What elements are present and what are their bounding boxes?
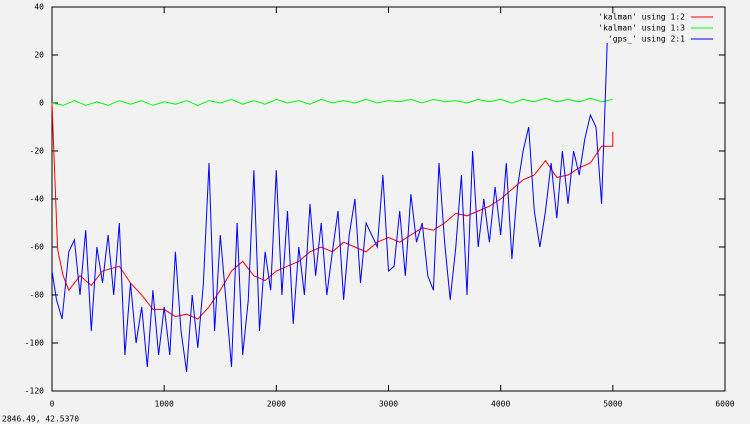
status-text: 2846.49, 42.5370	[2, 415, 79, 424]
x-tick-label: 3000	[379, 400, 398, 409]
y-tick-label: -100	[25, 339, 44, 348]
x-tick-label: 1000	[155, 400, 174, 409]
y-tick-label: -80	[30, 291, 45, 300]
y-tick-label: 0	[39, 99, 44, 108]
y-tick-label: -20	[30, 147, 45, 156]
y-tick-label: -60	[30, 243, 45, 252]
x-tick-label: 5000	[603, 400, 622, 409]
series-line	[51, 97, 613, 106]
y-tick-label: 20	[34, 51, 44, 60]
x-tick-label: 6000	[715, 400, 734, 409]
series-line	[51, 42, 608, 372]
x-tick-label: 4000	[491, 400, 510, 409]
x-tick-label: 2000	[267, 400, 286, 409]
y-tick-label: -40	[30, 195, 45, 204]
legend-label: 'kalman' using 1:3	[598, 24, 685, 33]
legend-label: 'gps_' using 2:1	[608, 35, 685, 44]
y-tick-label: -120	[25, 387, 44, 396]
y-tick-label: 40	[34, 3, 44, 12]
legend-label: 'kalman' using 1:2	[598, 13, 685, 22]
x-tick-label: 0	[50, 400, 55, 409]
